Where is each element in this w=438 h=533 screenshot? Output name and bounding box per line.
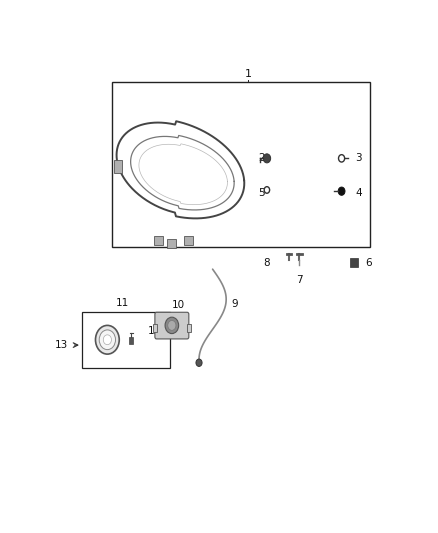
Text: 7: 7 (296, 276, 303, 285)
Bar (184, 236, 193, 245)
Text: 10: 10 (172, 300, 185, 310)
Bar (82, 312, 170, 368)
Text: 5: 5 (258, 188, 265, 198)
Bar (350, 259, 357, 266)
Text: 6: 6 (365, 258, 372, 268)
Bar (167, 239, 176, 248)
Bar (114, 160, 122, 173)
Text: 9: 9 (231, 299, 238, 309)
Text: 11: 11 (116, 298, 129, 308)
Circle shape (263, 154, 271, 163)
Bar (130, 337, 133, 344)
Text: 4: 4 (355, 188, 362, 198)
Bar (153, 324, 157, 332)
Text: 3: 3 (355, 154, 362, 163)
Text: 1: 1 (245, 69, 252, 79)
Circle shape (95, 325, 119, 354)
FancyBboxPatch shape (155, 312, 189, 339)
Circle shape (168, 320, 176, 330)
Circle shape (165, 317, 179, 334)
Text: 8: 8 (264, 258, 270, 268)
Text: 2: 2 (258, 154, 265, 163)
Circle shape (196, 359, 202, 366)
Bar (187, 324, 191, 332)
Circle shape (99, 330, 116, 350)
Bar (113, 83, 371, 247)
Circle shape (338, 187, 345, 195)
Bar (154, 236, 162, 245)
Circle shape (103, 335, 111, 345)
Text: 13: 13 (55, 340, 68, 350)
Text: 12: 12 (148, 326, 161, 336)
